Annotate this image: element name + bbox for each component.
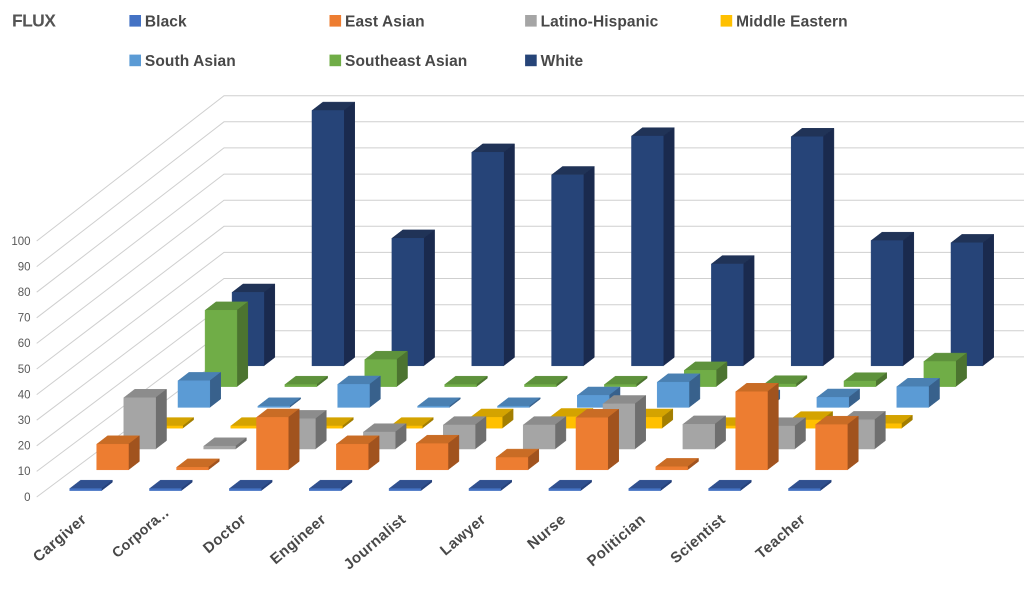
svg-text:10: 10: [18, 466, 31, 478]
svg-text:30: 30: [18, 415, 31, 427]
svg-text:50: 50: [18, 364, 31, 376]
svg-text:40: 40: [18, 389, 31, 401]
svg-text:90: 90: [18, 261, 31, 273]
svg-text:100: 100: [11, 236, 30, 248]
svg-text:20: 20: [18, 441, 31, 453]
svg-text:80: 80: [18, 287, 31, 299]
svg-text:70: 70: [18, 313, 31, 325]
svg-text:White: White: [541, 53, 584, 70]
svg-text:60: 60: [18, 338, 31, 350]
svg-text:Black: Black: [145, 13, 187, 30]
svg-text:East Asian: East Asian: [345, 13, 425, 30]
svg-text:FLUX: FLUX: [12, 10, 56, 30]
svg-text:0: 0: [24, 492, 30, 504]
svg-text:Southeast Asian: Southeast Asian: [345, 53, 467, 70]
svg-text:Middle Eastern: Middle Eastern: [736, 13, 848, 30]
svg-text:South Asian: South Asian: [145, 53, 236, 70]
svg-text:Latino-Hispanic: Latino-Hispanic: [541, 13, 659, 30]
